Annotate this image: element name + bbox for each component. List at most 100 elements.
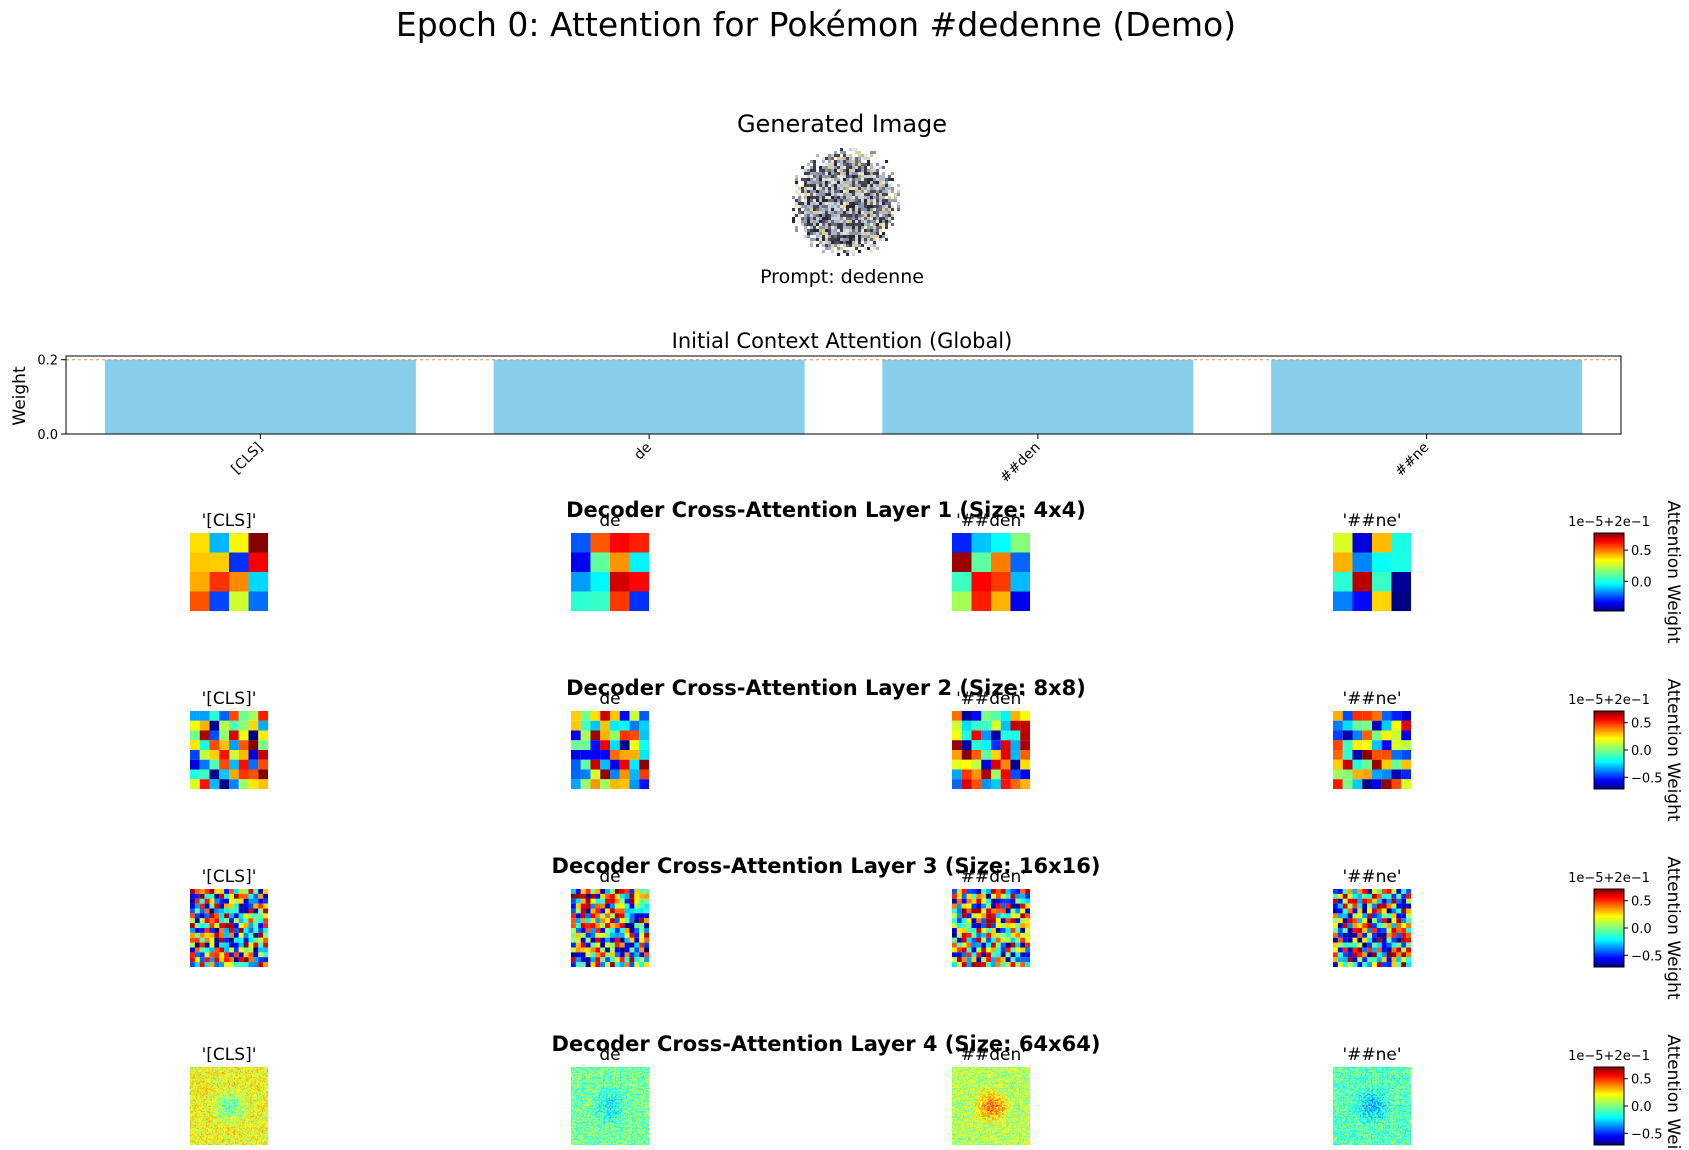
heat-cell: [224, 1108, 226, 1110]
heat-cell: [255, 1126, 258, 1128]
heat-cell: [202, 1069, 204, 1071]
heat-cell: [224, 1099, 226, 1102]
heat-cell: [220, 1124, 222, 1126]
heat-cell: [253, 1110, 255, 1113]
heat-cell: [585, 947, 591, 953]
heat-cell: [196, 1108, 198, 1110]
heat-cell: [200, 1088, 203, 1091]
heat-cell: [229, 1085, 231, 1087]
heat-cell: [1381, 769, 1392, 780]
heat-cell: [214, 1127, 216, 1130]
heat-cell: [258, 1109, 260, 1111]
heat-cell: [1367, 913, 1373, 919]
heat-cell: [265, 1087, 267, 1089]
heat-cell: [259, 1086, 261, 1088]
heat-cell: [248, 1103, 250, 1105]
heat-cell: [236, 1130, 238, 1132]
heat-cell: [219, 1103, 221, 1105]
heat-cell: [600, 898, 606, 904]
heat-cell: [1025, 952, 1031, 958]
heat-cell: [207, 1120, 209, 1122]
heat-cell: [248, 1126, 250, 1128]
heat-cell: [213, 1088, 215, 1091]
heat-cell: [986, 957, 992, 963]
heat-cell: [232, 1115, 234, 1118]
heat-cell: [252, 1114, 254, 1116]
heat-cell: [199, 1114, 202, 1116]
heat-cell: [204, 1123, 206, 1125]
heat-cell: [952, 591, 972, 612]
heat-cell: [244, 1080, 247, 1082]
heat-cell: [194, 1067, 197, 1069]
heat-cell: [595, 893, 601, 899]
heat-cell: [260, 1093, 262, 1096]
heat-cell: [231, 1104, 233, 1107]
heat-cell: [210, 1113, 212, 1115]
heat-cell: [215, 1068, 217, 1070]
heat-cell: [266, 1067, 269, 1069]
heat-cell: [263, 923, 269, 929]
heat-cell: [250, 1131, 253, 1133]
heat-cell: [248, 1112, 250, 1114]
heat-cell: [247, 1091, 249, 1093]
heat-cell: [198, 1099, 200, 1102]
heat-cell: [190, 957, 195, 963]
heat-cell: [250, 1120, 253, 1122]
heat-cell: [210, 1116, 212, 1119]
heat-cell: [190, 1097, 192, 1099]
heat-cell: [191, 1107, 193, 1109]
heat-cell: [619, 740, 630, 751]
heat-cell: [214, 1077, 216, 1080]
heat-cell: [202, 1079, 204, 1081]
heat-cell: [199, 1125, 202, 1127]
heat-cell: [1020, 889, 1026, 894]
heat-cell: [216, 1076, 219, 1079]
heat-cell: [639, 720, 650, 731]
heat-cell: [986, 923, 992, 929]
heat-cell: [1401, 952, 1407, 958]
heat-cell: [241, 1131, 243, 1133]
heat-cell: [243, 1102, 245, 1104]
heat-cell: [190, 1103, 192, 1105]
heat-cell: [224, 1095, 226, 1097]
heat-cell: [263, 1121, 265, 1124]
heat-cell: [231, 1071, 233, 1074]
heat-cell: [639, 937, 645, 943]
heat-cell: [233, 1114, 236, 1116]
heat-cell: [595, 942, 601, 948]
heat-cell: [961, 711, 972, 721]
heat-cell: [210, 1076, 212, 1079]
heat-cell: [1357, 903, 1363, 909]
heat-cell: [590, 572, 611, 592]
heat-cell: [198, 1074, 200, 1076]
heat-cell: [1396, 898, 1402, 904]
heat-cell: [238, 1082, 241, 1085]
heat-cell: [199, 923, 205, 929]
heat-cell: [242, 1114, 244, 1116]
heat-cell: [253, 1108, 255, 1110]
heat-cell: [1020, 750, 1031, 760]
colorbar-tick-label-2-2: −0.5: [1631, 771, 1663, 786]
heat-cell: [196, 1104, 198, 1107]
heat-cell: [192, 1069, 194, 1071]
heat-cell: [191, 1132, 193, 1135]
heat-cell: [232, 1088, 234, 1091]
heat-cell: [218, 1088, 220, 1091]
heat-cell: [257, 1074, 259, 1076]
heat-cell: [215, 1121, 217, 1124]
heat-cell: [257, 1119, 259, 1121]
heat-cell: [250, 1080, 253, 1082]
heat-cell: [260, 1092, 262, 1094]
heat-cell: [261, 1085, 264, 1087]
heat-cell: [260, 1099, 262, 1102]
heat-cell: [230, 1084, 232, 1086]
heat-cell: [1391, 947, 1397, 953]
heat-cell: [1020, 942, 1026, 948]
heat-cell: [235, 1069, 237, 1071]
heat-cell: [202, 1120, 204, 1122]
heat-cell: [600, 947, 606, 953]
heat-cell: [220, 1077, 222, 1080]
heat-cell: [610, 952, 615, 958]
heat-cell: [255, 1112, 258, 1114]
heat-cell: [211, 1124, 214, 1126]
